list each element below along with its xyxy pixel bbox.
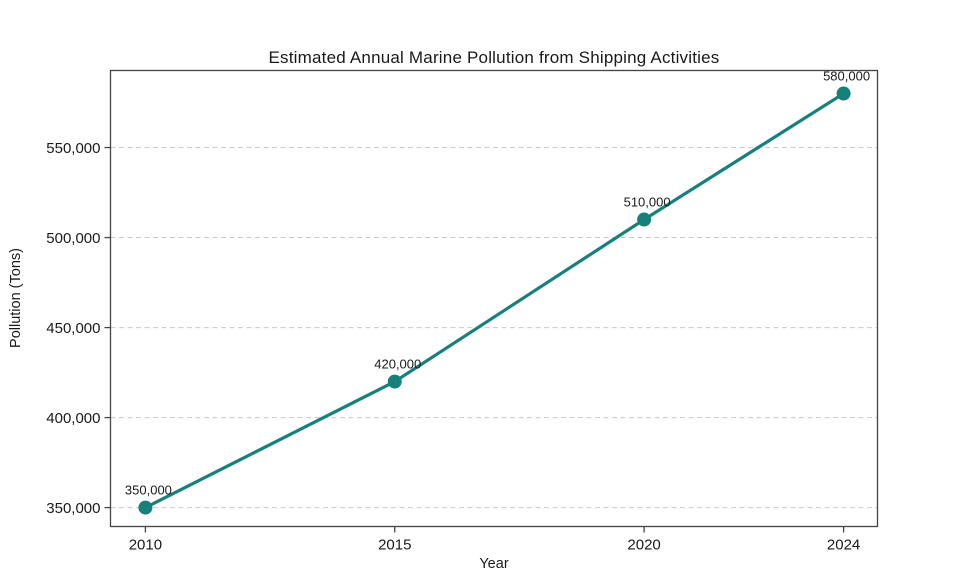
data-point-label: 580,000 [823,69,870,84]
data-point-marker [387,374,402,389]
y-tick-label: 350,000 [46,500,100,517]
y-tick-label: 400,000 [46,410,100,427]
y-tick-label: 500,000 [46,230,100,247]
point-labels-layer: 350,000 420,000 510,000 580,000 [125,69,870,498]
data-point-marker [637,212,652,227]
x-tick-label: 2020 [627,537,660,554]
x-tick-label: 2024 [827,537,860,554]
data-point-label: 420,000 [374,357,421,372]
data-point-marker [138,500,153,515]
x-tick-label: 2010 [129,537,162,554]
x-tick-label: 2015 [378,537,411,554]
x-axis-label: Year [479,556,508,572]
plot-frame [109,69,879,528]
data-point-marker [836,86,851,101]
line-series-layer [138,86,851,515]
y-axis-label: Pollution (Tons) [8,248,24,348]
chart-title: Estimated Annual Marine Pollution from S… [269,48,720,67]
gridlines-layer [110,147,878,509]
y-tick-label: 450,000 [46,320,100,337]
pollution-line-series [143,91,846,510]
y-tick-label: 550,000 [46,140,100,157]
data-point-label: 350,000 [125,483,172,498]
data-point-label: 510,000 [624,195,671,210]
plot-frame-layer [109,69,879,528]
axis-ticks-layer: 350,000 400,000 450,000 500,000 550,000 2010 2… [46,140,860,553]
